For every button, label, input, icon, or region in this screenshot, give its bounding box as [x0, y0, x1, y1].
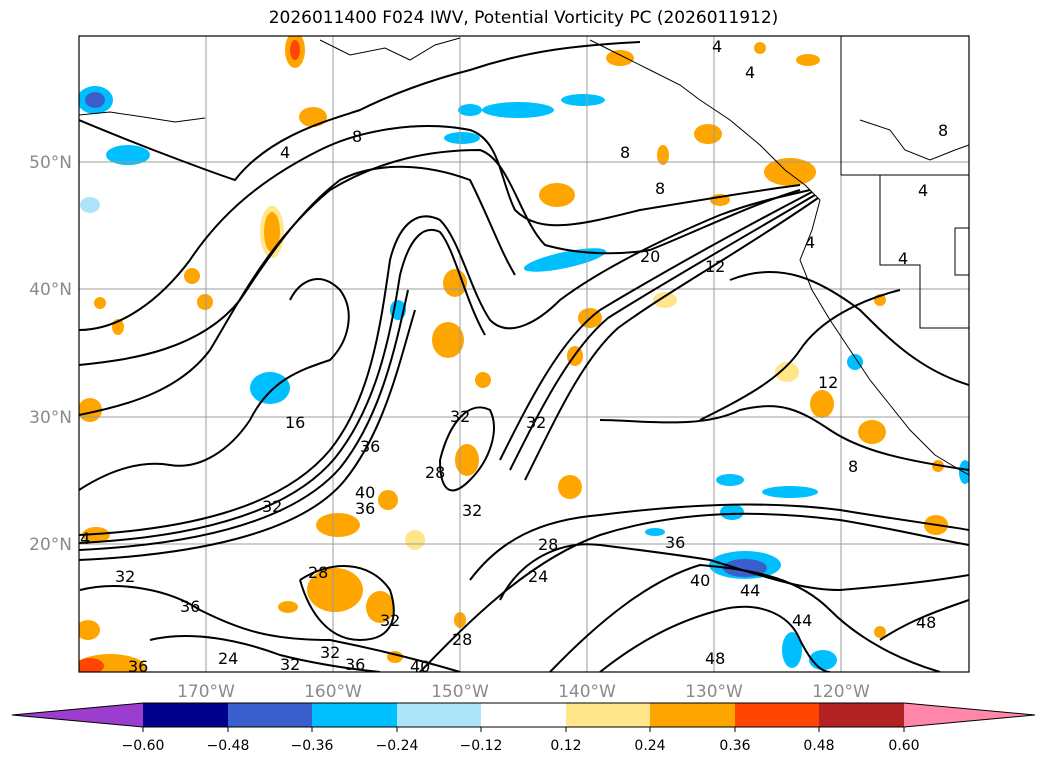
- colorbar-segment: [735, 703, 819, 727]
- lat-label-50n: 50°N: [29, 153, 72, 173]
- colorbar-label: −0.12: [460, 738, 503, 754]
- contour-label: 8: [848, 457, 858, 476]
- colorbar-segment: [481, 703, 566, 727]
- contour-label: 4: [80, 529, 90, 548]
- contour-label: 28: [538, 535, 558, 554]
- contour-label: 28: [452, 630, 472, 649]
- lon-label-160w: 160°W: [304, 682, 362, 702]
- contour-label: 8: [655, 179, 665, 198]
- colorbar-label: 0.12: [550, 738, 581, 754]
- colorbar-segment: [143, 703, 228, 727]
- contour-label: 4: [918, 181, 928, 200]
- contour-label: 28: [425, 463, 445, 482]
- contour-label: 4: [898, 249, 908, 268]
- map-frame-bg: [79, 36, 969, 672]
- colorbar-segment: [397, 703, 481, 727]
- contour-label: 48: [916, 613, 936, 632]
- contour-label: 32: [462, 501, 482, 520]
- contour-label: 32: [115, 567, 135, 586]
- contour-label: 8: [352, 127, 362, 146]
- colorbar-label: −0.60: [122, 738, 165, 754]
- contour-label: 4: [712, 37, 722, 56]
- contour-label: 4: [805, 233, 815, 252]
- lat-labels: 50°N 40°N 30°N 20°N: [29, 153, 72, 555]
- colorbar: −0.60 −0.48 −0.36 −0.24 −0.12 0.12 0.24 …: [11, 702, 1036, 754]
- lon-label-150w: 150°W: [431, 682, 489, 702]
- map-title: 2026011400 F024 IWV, Potential Vorticity…: [268, 8, 779, 28]
- lon-labels: 170°W 160°W 150°W 140°W 130°W 120°W: [177, 682, 870, 702]
- lon-label-140w: 140°W: [558, 682, 616, 702]
- contour-label: 32: [380, 611, 400, 630]
- colorbar-segment: [312, 703, 397, 727]
- contour-label: 8: [620, 143, 630, 162]
- contour-label: 28: [308, 563, 328, 582]
- lon-label-120w: 120°W: [812, 682, 870, 702]
- lat-label-30n: 30°N: [29, 408, 72, 428]
- colorbar-segment: [228, 703, 312, 727]
- colorbar-label: 0.48: [803, 738, 834, 754]
- colorbar-label: −0.48: [207, 738, 250, 754]
- contour-label: 36: [345, 655, 365, 674]
- contour-label: 36: [180, 597, 200, 616]
- contour-label: 20: [640, 247, 660, 266]
- colorbar-label: −0.36: [291, 738, 334, 754]
- contour-label: 16: [285, 413, 305, 432]
- colorbar-label: −0.24: [376, 738, 419, 754]
- contour-label: 32: [526, 413, 546, 432]
- contour-label: 24: [218, 649, 238, 668]
- colorbar-segment: [650, 703, 735, 727]
- pv-shading: [79, 36, 969, 672]
- contour-label: 4: [280, 143, 290, 162]
- colorbar-label: 0.60: [888, 738, 919, 754]
- contour-label: 12: [705, 257, 725, 276]
- contour-label: 12: [818, 373, 838, 392]
- lon-label-130w: 130°W: [685, 682, 743, 702]
- contour-label: 32: [280, 655, 300, 674]
- contour-label: 48: [705, 649, 725, 668]
- colorbar-extend-min: [12, 703, 143, 727]
- map-border: [78, 35, 970, 673]
- contour-label: 36: [665, 533, 685, 552]
- contour-label: 44: [740, 581, 760, 600]
- contour-label: 40: [355, 483, 375, 502]
- contour-label: 32: [450, 407, 470, 426]
- lon-label-170w: 170°W: [177, 682, 235, 702]
- contour-label: 4: [745, 63, 755, 82]
- contour-label: 24: [528, 567, 548, 586]
- contour-label: 36: [360, 437, 380, 456]
- colorbar-segment: [819, 703, 904, 727]
- contour-label: 36: [355, 499, 375, 518]
- contour-label: 36: [128, 657, 148, 676]
- lat-label-40n: 40°N: [29, 280, 72, 300]
- contour-labels: 4 8 4 8 8 4 8 4 4 20 12 4 16 36 32 32 28…: [80, 37, 948, 676]
- coastlines: [79, 36, 969, 476]
- contour-label: 32: [262, 497, 282, 516]
- lat-label-20n: 20°N: [29, 535, 72, 555]
- contour-label: 40: [690, 571, 710, 590]
- colorbar-label: 0.24: [634, 738, 665, 754]
- colorbar-label: 0.36: [719, 738, 750, 754]
- contour-label: 8: [938, 121, 948, 140]
- contour-label: 32: [320, 643, 340, 662]
- colorbar-ticks: [142, 727, 905, 732]
- contour-label: 44: [792, 611, 812, 630]
- colorbar-segment: [566, 703, 650, 727]
- contour-label: 40: [410, 657, 430, 676]
- iwv-contours: [79, 41, 969, 672]
- colorbar-extend-max: [904, 703, 1035, 727]
